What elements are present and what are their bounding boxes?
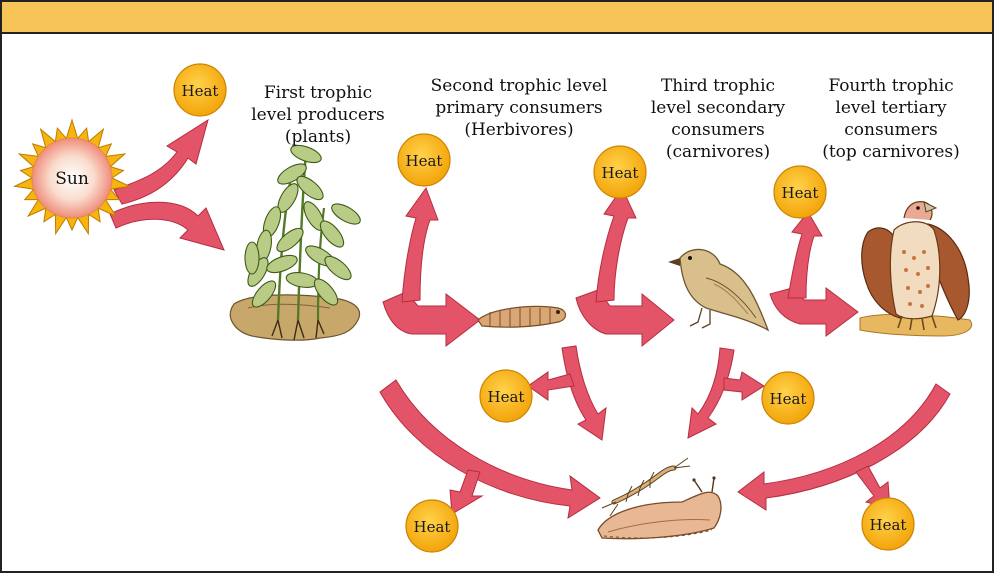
level-line: (top carnivores) [822, 142, 960, 162]
heat-label: Heat [602, 164, 639, 182]
level-line: (plants) [284, 127, 352, 147]
heat-label: Heat [870, 516, 907, 534]
arrow-herbivore-to-decomposers [561, 345, 607, 441]
leaf [296, 175, 324, 201]
arrow-heat-from-carnivore [787, 211, 823, 299]
arrows-group [109, 118, 951, 520]
heat-label: Heat [182, 82, 219, 100]
caterpillar-icon [477, 305, 567, 328]
leaf [324, 255, 352, 281]
arrow-plants-to-herbivore [382, 291, 481, 348]
arrow-top-carnivore-to-decomposers [737, 383, 951, 511]
heat-icon: Heat [397, 133, 451, 187]
level-line: Second trophic level [430, 76, 608, 96]
heat-icon: Heat [761, 371, 815, 425]
level-line: level producers [251, 105, 385, 125]
heat-icon: Heat [173, 63, 227, 117]
arrow-heat-from-plants [401, 186, 439, 303]
arrow-carnivore-branch-heat [723, 371, 765, 401]
leaf [244, 241, 260, 275]
arrow-carnivore-to-decomposers [687, 347, 735, 439]
sun-icon: Sun [12, 118, 132, 236]
heat-icon: Heat [405, 499, 459, 553]
plant-icon [229, 144, 361, 341]
leaf [266, 254, 298, 274]
level-line: consumers [844, 120, 938, 140]
leaf [290, 144, 322, 164]
heat-label: Heat [782, 184, 819, 202]
arrow-heat-from-herbivore [595, 186, 637, 303]
heat-icon: Heat [593, 145, 647, 199]
heat-label: Heat [406, 152, 443, 170]
leaf [276, 227, 304, 253]
sun-label: Sun [55, 169, 89, 189]
leaf [313, 278, 339, 306]
level-line: (Herbivores) [464, 120, 574, 140]
arrow-plants-branch-heat [449, 469, 484, 515]
arrow-herbivore-to-carnivore [575, 289, 675, 348]
sparrow-icon [668, 248, 770, 332]
vulture-icon [859, 201, 973, 337]
level-line: Third trophic [660, 76, 776, 96]
level-line: Fourth trophic [828, 76, 954, 96]
arrow-carnivore-to-top-carnivore [769, 287, 859, 337]
arrow-plants-to-decomposers [379, 379, 601, 520]
leaf [277, 163, 307, 185]
heat-icon: Heat [773, 165, 827, 219]
leaf [251, 280, 277, 308]
level-line: level tertiary [835, 98, 947, 118]
level-line: consumers [671, 120, 765, 140]
title-banner [2, 2, 992, 34]
level-line: First trophic [263, 83, 373, 103]
level-third-label: Third trophic level secondary consumers … [632, 75, 804, 163]
level-line: (carnivores) [665, 142, 771, 162]
heat-icon: Heat [479, 369, 533, 423]
leaf [285, 272, 319, 288]
level-first-label: First trophic level producers (plants) [238, 82, 398, 148]
leaf [331, 203, 361, 225]
level-second-label: Second trophic level primary consumers (… [414, 75, 624, 141]
arrow-sun-to-plants [109, 201, 225, 251]
arrow-herbivore-branch-heat [527, 371, 575, 401]
decomposers-icon [597, 457, 722, 540]
heat-label: Heat [414, 518, 451, 536]
arrow-top-carnivore-branch-heat [855, 465, 891, 509]
heat-icon: Heat [861, 497, 915, 551]
leaf [319, 220, 345, 248]
arrow-sun-to-heat [113, 118, 209, 205]
level-line: level secondary [650, 98, 786, 118]
level-fourth-label: Fourth trophic level tertiary consumers … [808, 75, 974, 163]
heat-label: Heat [488, 388, 525, 406]
heat-label: Heat [770, 390, 807, 408]
level-line: primary consumers [435, 98, 603, 118]
